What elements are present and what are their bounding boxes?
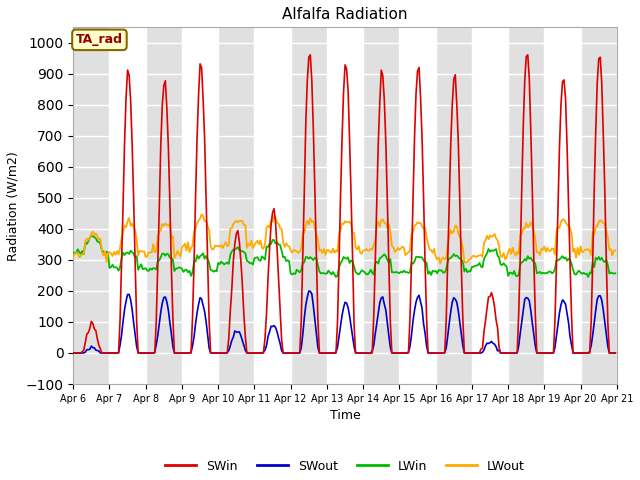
LWin bbox=[88, 233, 95, 239]
LWout bbox=[136, 248, 143, 254]
LWout bbox=[69, 254, 77, 260]
Text: TA_rad: TA_rad bbox=[76, 33, 123, 47]
Line: LWout: LWout bbox=[73, 215, 615, 264]
Legend: SWin, SWout, LWin, LWout: SWin, SWout, LWin, LWout bbox=[160, 455, 530, 478]
LWin bbox=[332, 274, 340, 280]
SWin bbox=[69, 350, 77, 356]
Bar bbox=[472, 27, 508, 384]
LWin bbox=[232, 246, 240, 252]
LWin bbox=[69, 250, 77, 256]
LWin bbox=[138, 262, 145, 267]
Title: Alfalfa Radiation: Alfalfa Radiation bbox=[282, 7, 408, 22]
LWout bbox=[584, 246, 592, 252]
SWin bbox=[307, 52, 314, 58]
SWin bbox=[231, 241, 239, 247]
LWout bbox=[251, 242, 259, 248]
SWout bbox=[69, 350, 77, 356]
SWout bbox=[258, 350, 266, 356]
Bar bbox=[545, 27, 580, 384]
LWout bbox=[436, 261, 444, 266]
SWout bbox=[249, 350, 257, 356]
SWout bbox=[231, 328, 239, 334]
Line: SWout: SWout bbox=[73, 291, 615, 353]
LWout bbox=[260, 246, 268, 252]
LWout bbox=[308, 219, 316, 225]
LWin bbox=[308, 256, 316, 262]
Bar bbox=[182, 27, 218, 384]
SWout bbox=[308, 291, 316, 297]
Bar bbox=[399, 27, 436, 384]
SWin bbox=[258, 350, 266, 356]
SWout bbox=[611, 350, 619, 356]
Line: SWin: SWin bbox=[73, 55, 615, 353]
LWin bbox=[260, 255, 268, 261]
LWin bbox=[611, 270, 619, 276]
LWin bbox=[584, 274, 592, 280]
Y-axis label: Radiation (W/m2): Radiation (W/m2) bbox=[7, 151, 20, 261]
SWin bbox=[583, 350, 591, 356]
SWin bbox=[308, 78, 316, 84]
LWin bbox=[251, 255, 259, 261]
Bar bbox=[617, 27, 640, 384]
Line: LWin: LWin bbox=[73, 236, 615, 277]
X-axis label: Time: Time bbox=[330, 409, 360, 422]
LWout bbox=[232, 218, 240, 224]
SWout bbox=[305, 288, 313, 294]
SWin bbox=[249, 350, 257, 356]
SWin bbox=[136, 350, 143, 356]
Bar bbox=[327, 27, 363, 384]
LWout bbox=[611, 248, 619, 253]
Bar bbox=[255, 27, 291, 384]
SWout bbox=[136, 350, 143, 356]
Bar bbox=[109, 27, 146, 384]
SWout bbox=[583, 350, 591, 356]
SWin bbox=[611, 350, 619, 356]
LWout bbox=[198, 212, 205, 217]
